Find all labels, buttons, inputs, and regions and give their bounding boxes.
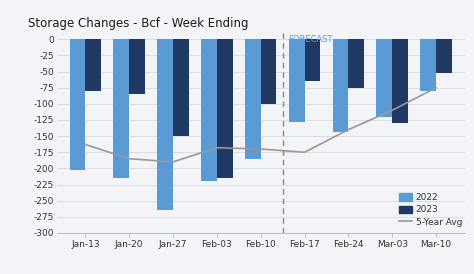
- 5-Year Avg: [214, 146, 220, 149]
- Bar: [289, 39, 304, 122]
- Bar: [420, 39, 436, 91]
- 5-Year Avg: [346, 128, 351, 131]
- Line: 5-Year Avg: 5-Year Avg: [85, 88, 436, 162]
- Bar: [157, 39, 173, 210]
- Bar: [217, 39, 233, 178]
- Bar: [376, 39, 392, 117]
- 5-Year Avg: [389, 109, 395, 112]
- 5-Year Avg: [258, 147, 264, 151]
- 5-Year Avg: [301, 151, 307, 154]
- Bar: [261, 39, 276, 104]
- Bar: [201, 39, 217, 181]
- Bar: [304, 39, 320, 81]
- Bar: [436, 39, 452, 73]
- Bar: [70, 39, 85, 170]
- Legend: 2022, 2023, 5-Year Avg: 2022, 2023, 5-Year Avg: [397, 192, 464, 229]
- Bar: [333, 39, 348, 132]
- 5-Year Avg: [170, 160, 176, 164]
- Text: FORECAST: FORECAST: [288, 35, 332, 44]
- Bar: [173, 39, 189, 136]
- Text: Storage Changes - Bcf - Week Ending: Storage Changes - Bcf - Week Ending: [28, 17, 249, 30]
- Bar: [129, 39, 145, 94]
- Bar: [85, 39, 101, 91]
- 5-Year Avg: [127, 157, 132, 160]
- Bar: [348, 39, 364, 88]
- 5-Year Avg: [82, 143, 88, 146]
- 5-Year Avg: [433, 86, 439, 89]
- Bar: [113, 39, 129, 178]
- Bar: [392, 39, 408, 123]
- Bar: [245, 39, 261, 159]
